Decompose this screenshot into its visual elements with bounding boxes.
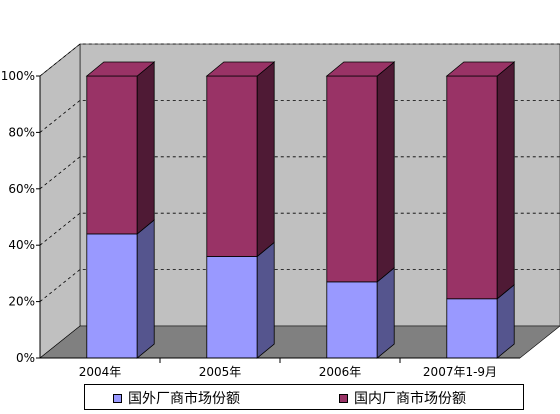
legend-swatch-domestic [339, 393, 348, 403]
bar-segment-side [376, 61, 395, 283]
bar-top [205, 61, 276, 77]
bar-segment-front [326, 281, 378, 359]
legend-item-foreign: 国外厂商市场份额 [113, 390, 240, 407]
bar-top [325, 61, 396, 77]
bar-segment-side [256, 241, 275, 359]
y-tick-label: 40% [8, 238, 35, 252]
bar-segment-side [136, 61, 155, 235]
legend-label-domestic: 国内厂商市场份额 [354, 391, 466, 407]
y-tick-label: 100% [1, 69, 35, 83]
bar-segment-front [446, 75, 498, 300]
x-axis: 2004年 2005年 2006年 2007年1-9月 [40, 357, 520, 379]
y-tick-label: 20% [8, 295, 35, 309]
bar-segment-front [86, 75, 138, 235]
bar-segment-front [326, 75, 378, 283]
bar-segment-front [446, 298, 498, 359]
plot-area [39, 43, 560, 359]
bar-top [445, 61, 516, 77]
y-tick-label: 60% [8, 182, 35, 196]
bar-segment-front [206, 75, 258, 257]
bars [85, 61, 516, 359]
bar-segment-front [86, 233, 138, 359]
legend-swatch-foreign [113, 393, 122, 403]
bar-segment-side [136, 219, 155, 359]
x-tick-label: 2007年1-9月 [423, 365, 497, 379]
bar-top [85, 61, 156, 77]
legend-item-domestic: 国内厂商市场份额 [339, 390, 466, 407]
bar-segment-side [256, 61, 275, 258]
bar-segment-front [206, 256, 258, 359]
x-tick-label: 2006年 [319, 365, 362, 379]
x-tick-label: 2005年 [199, 365, 242, 379]
bar-segment-side [376, 267, 395, 359]
legend-label-foreign: 国外厂商市场份额 [128, 391, 240, 407]
bar-segment-side [496, 61, 515, 300]
y-axis: 0% 20% 40% 60% 80% 100% [1, 69, 41, 365]
legend: 国外厂商市场份额 国内厂商市场份额 [84, 384, 524, 410]
y-tick-label: 80% [8, 125, 35, 139]
x-tick-label: 2004年 [79, 365, 122, 379]
y-tick-label: 0% [16, 351, 35, 365]
side-wall [39, 43, 81, 359]
